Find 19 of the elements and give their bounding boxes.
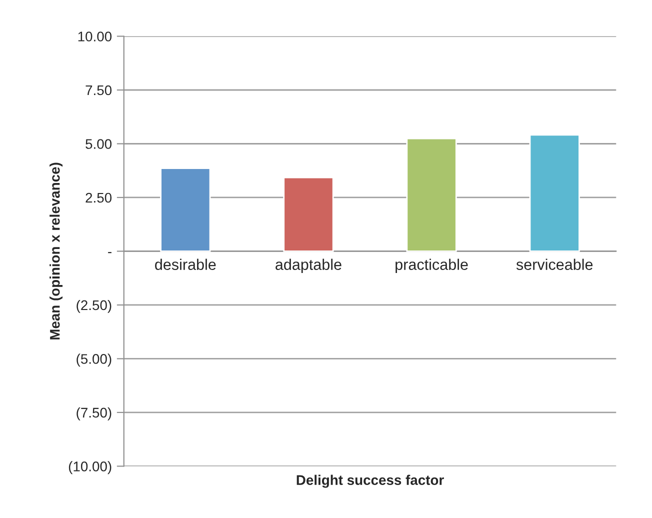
y-axis-title: Mean (opinion x relevance)	[50, 162, 63, 340]
y-tick-label: (10.00)	[68, 461, 112, 474]
y-tick-label: 2.50	[86, 192, 112, 203]
x-tick-label: serviceable	[516, 258, 593, 270]
y-tick-label: (5.00)	[76, 354, 112, 367]
bar	[283, 176, 334, 252]
bar	[529, 134, 580, 252]
x-tick-label: adaptable	[276, 258, 342, 273]
x-tick-label: practicable	[396, 258, 468, 273]
bar	[406, 138, 457, 252]
bar	[160, 168, 211, 252]
x-tick-label: desirable	[155, 258, 216, 270]
y-tick-label: (7.50)	[76, 407, 112, 420]
y-tick-label: -	[108, 252, 112, 254]
y-tick-label: 10.00	[78, 32, 112, 42]
y-tick-label: (2.50)	[76, 300, 112, 313]
x-axis-title: Delight success factor	[296, 474, 444, 488]
y-tick-label: 7.50	[86, 85, 112, 96]
y-tick-label: 5.00	[86, 139, 112, 149]
